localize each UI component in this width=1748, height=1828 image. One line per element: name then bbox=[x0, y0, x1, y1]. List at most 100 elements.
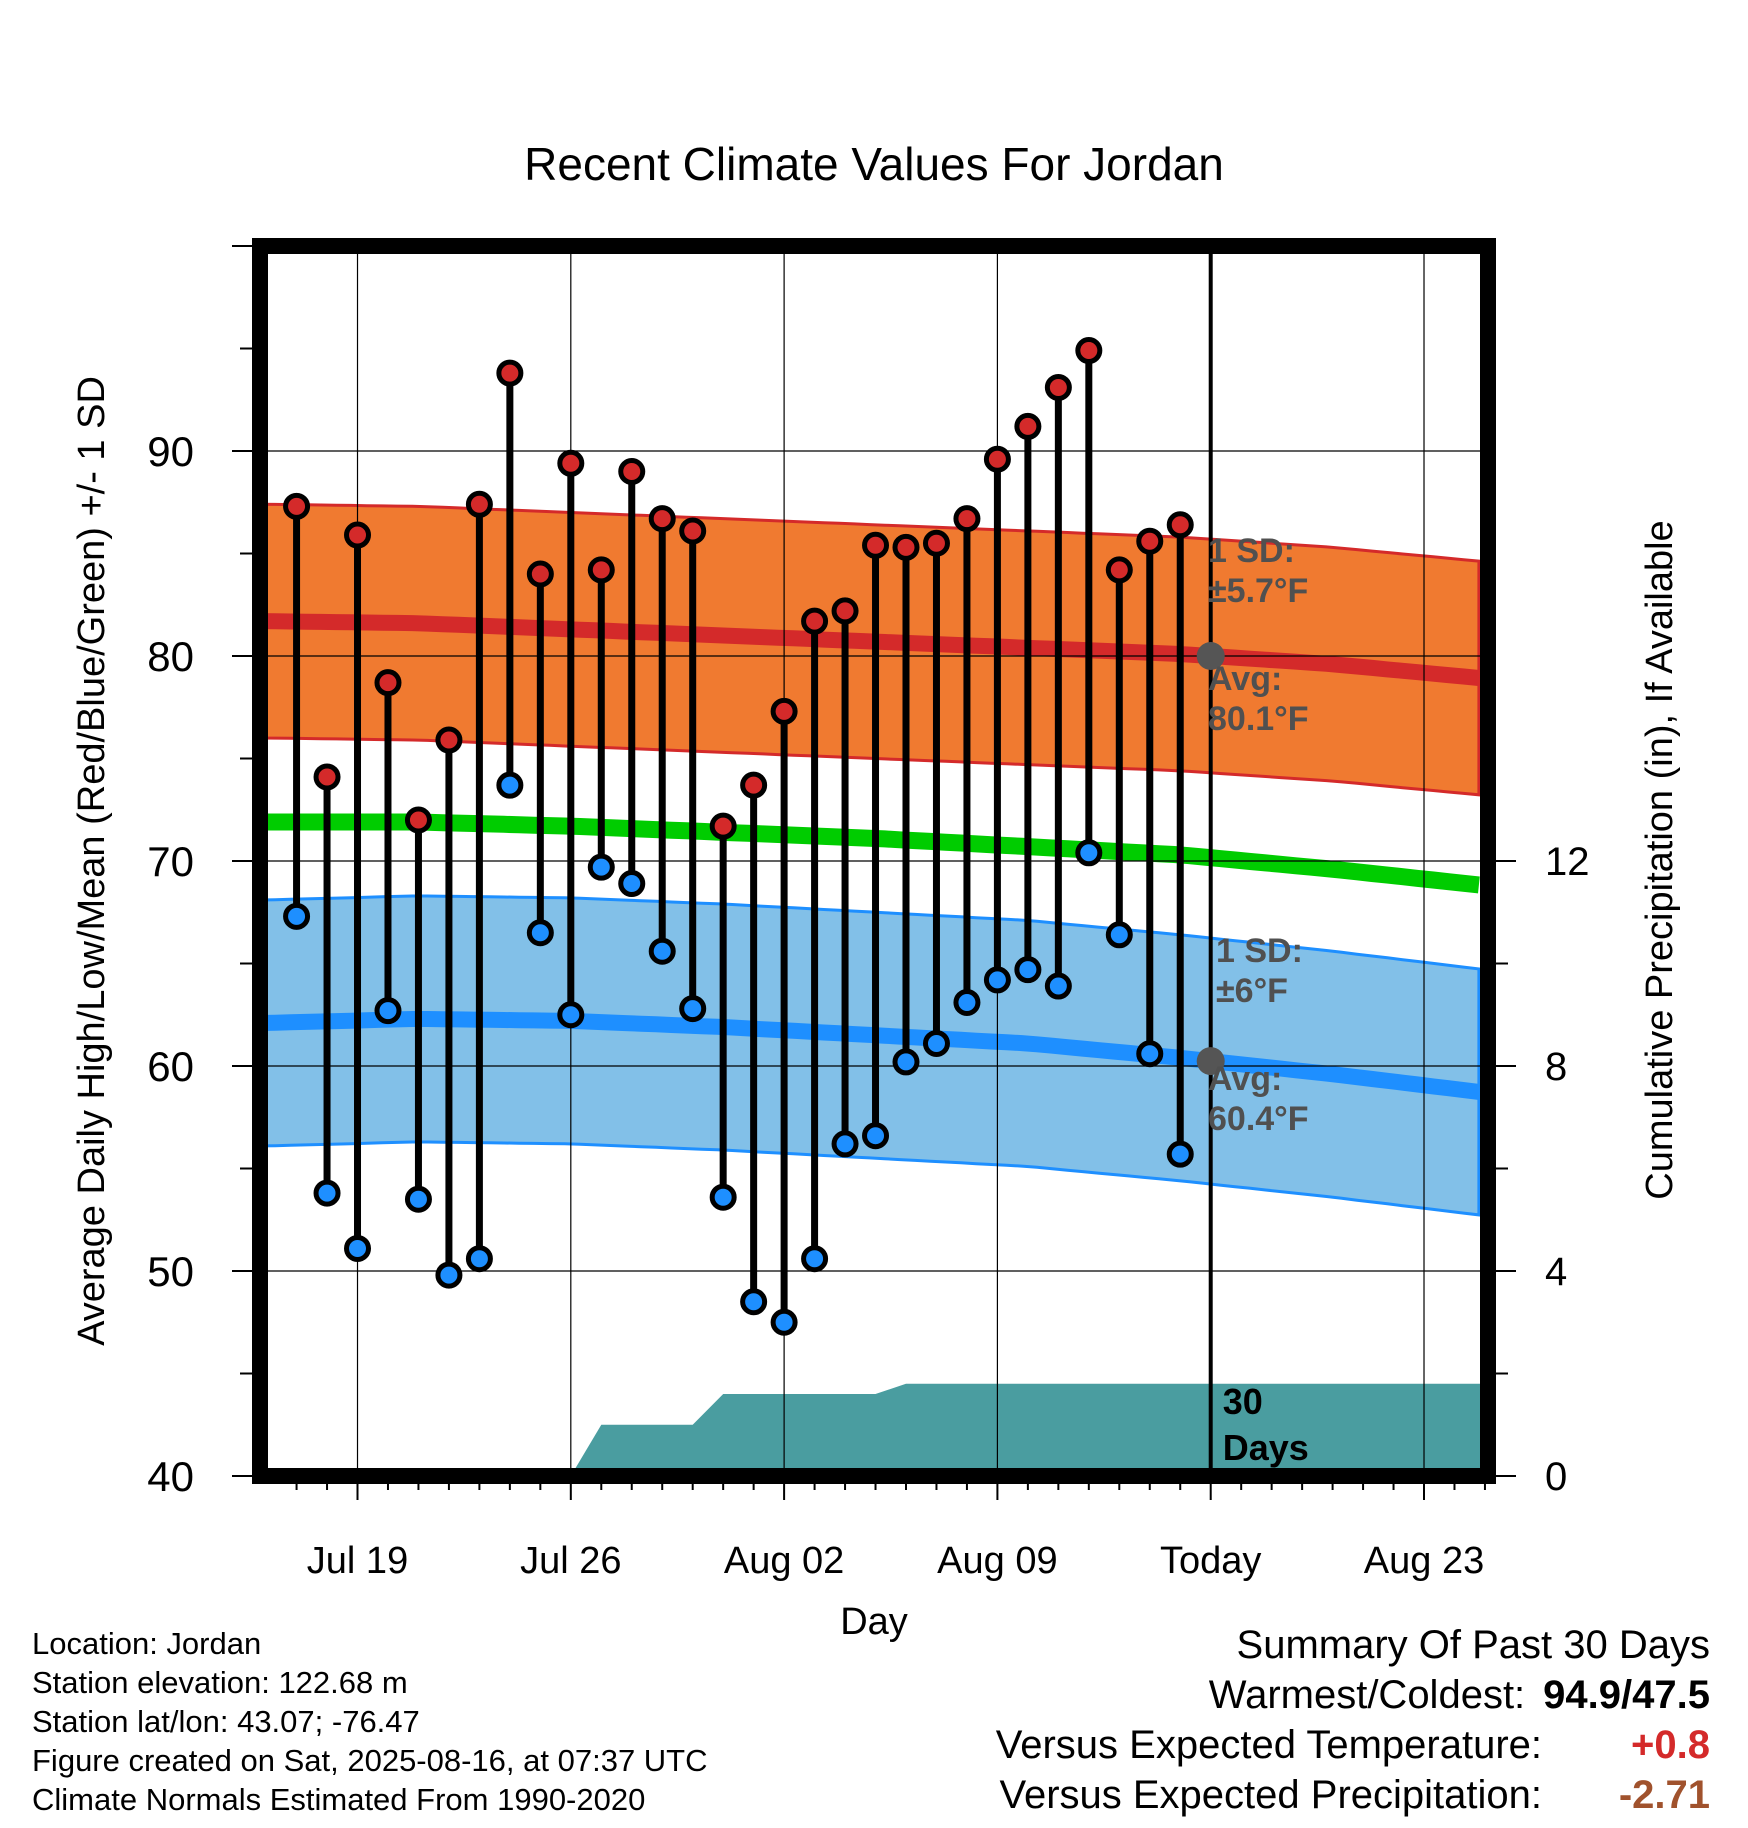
y-tick-label: 50 bbox=[147, 1248, 194, 1295]
high-temp-point bbox=[374, 669, 402, 697]
high-temp-point bbox=[1105, 556, 1133, 584]
low-temp-point bbox=[557, 1001, 585, 1029]
low-sd-annotation: 1 SD: bbox=[1216, 932, 1303, 970]
low-temp-point bbox=[648, 937, 676, 965]
low-temp-point bbox=[983, 966, 1011, 994]
high-temp-point bbox=[801, 607, 829, 635]
low-temp-point bbox=[770, 1308, 798, 1336]
normals-text: Climate Normals Estimated From 1990-2020 bbox=[32, 1782, 646, 1817]
low-sd-annotation: ±6°F bbox=[1216, 972, 1288, 1010]
high-temp-point bbox=[1136, 527, 1164, 555]
today-days-label: Days bbox=[1223, 1427, 1309, 1468]
y-tick-label: 40 bbox=[147, 1453, 194, 1500]
low-temp-point bbox=[831, 1130, 859, 1158]
precipitation-area bbox=[266, 1383, 1488, 1476]
high-temp-point bbox=[435, 726, 463, 754]
low-temp-point bbox=[862, 1122, 890, 1150]
low-temp-point bbox=[922, 1029, 950, 1057]
high-sd-annotation: 1 SD: bbox=[1208, 532, 1295, 570]
low-temp-point bbox=[374, 997, 402, 1025]
low-temp-point bbox=[465, 1245, 493, 1273]
low-temp-point bbox=[801, 1245, 829, 1273]
x-tick-label: Aug 09 bbox=[937, 1540, 1057, 1582]
high-temp-point bbox=[526, 560, 554, 588]
y-tick-label: 80 bbox=[147, 633, 194, 680]
high-temp-point bbox=[1014, 412, 1042, 440]
low-temp-point bbox=[1136, 1040, 1164, 1068]
low-temp-point bbox=[709, 1183, 737, 1211]
high-temp-point bbox=[922, 529, 950, 557]
low-temp-point bbox=[496, 771, 524, 799]
today-days-label: 30 bbox=[1223, 1381, 1263, 1422]
high-temp-point bbox=[983, 445, 1011, 473]
low-temp-point bbox=[618, 870, 646, 898]
y2-tick-label: 8 bbox=[1545, 1045, 1567, 1089]
low-temp-point bbox=[526, 919, 554, 947]
created-text: Figure created on Sat, 2025-08-16, at 07… bbox=[32, 1743, 708, 1778]
low-temp-point bbox=[892, 1048, 920, 1076]
high-temp-point bbox=[344, 521, 372, 549]
x-tick-label: Aug 02 bbox=[724, 1540, 844, 1582]
low-avg-annotation: 60.4°F bbox=[1208, 1100, 1309, 1138]
low-avg-annotation: Avg: bbox=[1208, 1060, 1282, 1098]
precip-anomaly-value: -2.71 bbox=[1618, 1773, 1710, 1817]
low-temp-point bbox=[283, 902, 311, 930]
precip-anomaly-label: Versus Expected Precipitation: bbox=[999, 1773, 1542, 1817]
high-temp-point bbox=[557, 449, 585, 477]
high-avg-annotation: 80.1°F bbox=[1208, 700, 1309, 738]
plot-clipped-layer bbox=[260, 246, 1488, 1476]
high-temp-point bbox=[648, 505, 676, 533]
x-tick-label: Today bbox=[1160, 1540, 1261, 1582]
chart-title: Recent Climate Values For Jordan bbox=[524, 138, 1224, 190]
high-temp-point bbox=[953, 505, 981, 533]
high-temp-point bbox=[496, 359, 524, 387]
low-temp-point bbox=[1014, 956, 1042, 984]
y2-tick-label: 4 bbox=[1545, 1250, 1567, 1294]
high-avg-annotation: Avg: bbox=[1208, 660, 1282, 698]
high-temp-point bbox=[283, 492, 311, 520]
low-temp-point bbox=[1075, 839, 1103, 867]
x-tick-label: Jul 26 bbox=[520, 1540, 621, 1582]
low-temp-point bbox=[679, 995, 707, 1023]
low-average-line bbox=[260, 1011, 1480, 1100]
temp-anomaly-value: +0.8 bbox=[1631, 1723, 1710, 1767]
low-temp-point bbox=[1166, 1140, 1194, 1168]
y2-tick-label: 12 bbox=[1545, 840, 1590, 884]
warm-cold-value: 94.9/47.5 bbox=[1543, 1673, 1710, 1717]
temp-anomaly-label: Versus Expected Temperature: bbox=[995, 1723, 1542, 1767]
high-temp-point bbox=[770, 697, 798, 725]
y2-axis-label: Cumulative Precipitation (in), If Availa… bbox=[1639, 520, 1681, 1199]
summary-title: Summary Of Past 30 Days bbox=[1236, 1623, 1710, 1667]
station-info: Location: Jordan Station elevation: 122.… bbox=[32, 1624, 708, 1819]
summary-panel: Summary Of Past 30 Days Warmest/Coldest:… bbox=[996, 1620, 1710, 1820]
high-sd-annotation: ±5.7°F bbox=[1208, 572, 1308, 610]
x-tick-label: Jul 19 bbox=[307, 1540, 408, 1582]
high-temp-point bbox=[831, 597, 859, 625]
mean-average-line bbox=[260, 813, 1480, 894]
high-temp-point bbox=[1075, 337, 1103, 365]
high-temp-point bbox=[892, 533, 920, 561]
low-temp-point bbox=[740, 1288, 768, 1316]
low-temp-point bbox=[344, 1234, 372, 1262]
high-temp-point bbox=[1166, 511, 1194, 539]
x-tick-label: Aug 23 bbox=[1364, 1540, 1484, 1582]
y-tick-label: 70 bbox=[147, 838, 194, 885]
high-temp-point bbox=[709, 812, 737, 840]
high-temp-point bbox=[404, 806, 432, 834]
high-temp-point bbox=[679, 517, 707, 545]
high-temp-point bbox=[862, 531, 890, 559]
today-high-avg-marker bbox=[1196, 642, 1225, 670]
y2-tick-label: 0 bbox=[1545, 1455, 1567, 1499]
y-tick-label: 90 bbox=[147, 428, 194, 475]
x-axis-label: Day bbox=[840, 1601, 908, 1643]
high-temp-point bbox=[587, 556, 615, 584]
y-tick-label: 60 bbox=[147, 1043, 194, 1090]
high-temp-point bbox=[1044, 373, 1072, 401]
plot-frame bbox=[252, 238, 1496, 1484]
location-text: Location: Jordan bbox=[32, 1626, 262, 1661]
low-temp-point bbox=[313, 1179, 341, 1207]
low-temp-point bbox=[404, 1185, 432, 1213]
y-axis-label: Average Daily High/Low/Mean (Red/Blue/Gr… bbox=[71, 376, 113, 1346]
